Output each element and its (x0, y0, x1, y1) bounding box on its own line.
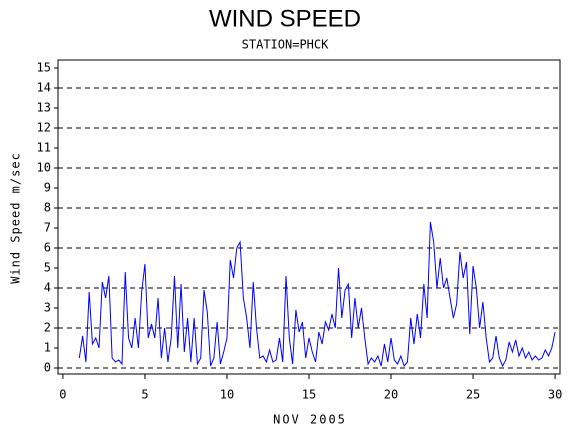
chart-subtitle: STATION=PHCK (242, 38, 329, 52)
y-tick-label: 0 (44, 361, 51, 375)
y-tick-label: 7 (44, 221, 51, 235)
y-tick-label: 14 (37, 81, 51, 95)
y-tick-label: 4 (44, 281, 51, 295)
x-tick-label: 15 (302, 388, 316, 402)
y-tick-label: 5 (44, 261, 51, 275)
y-tick-label: 2 (44, 321, 51, 335)
x-tick-label: 5 (141, 388, 148, 402)
y-tick-label: 9 (44, 181, 51, 195)
x-tick-label: 20 (384, 388, 398, 402)
y-tick-label: 12 (37, 121, 51, 135)
y-tick-label: 13 (37, 101, 51, 115)
y-tick-label: 8 (44, 201, 51, 215)
y-tick-label: 15 (37, 61, 51, 75)
x-tick-label: 0 (59, 388, 66, 402)
y-tick-label: 6 (44, 241, 51, 255)
x-tick-label: 10 (220, 388, 234, 402)
y-tick-label: 10 (37, 161, 51, 175)
y-axis-label: Wind Speed m/sec (9, 152, 23, 284)
y-tick-label: 1 (44, 341, 51, 355)
x-tick-label: 30 (548, 388, 562, 402)
y-tick-label: 11 (37, 141, 51, 155)
y-tick-label: 3 (44, 301, 51, 315)
chart-title: WIND SPEED (209, 5, 361, 32)
x-axis-label: NOV 2005 (273, 413, 347, 427)
data-line (78, 221, 556, 368)
x-tick-label: 25 (466, 388, 480, 402)
